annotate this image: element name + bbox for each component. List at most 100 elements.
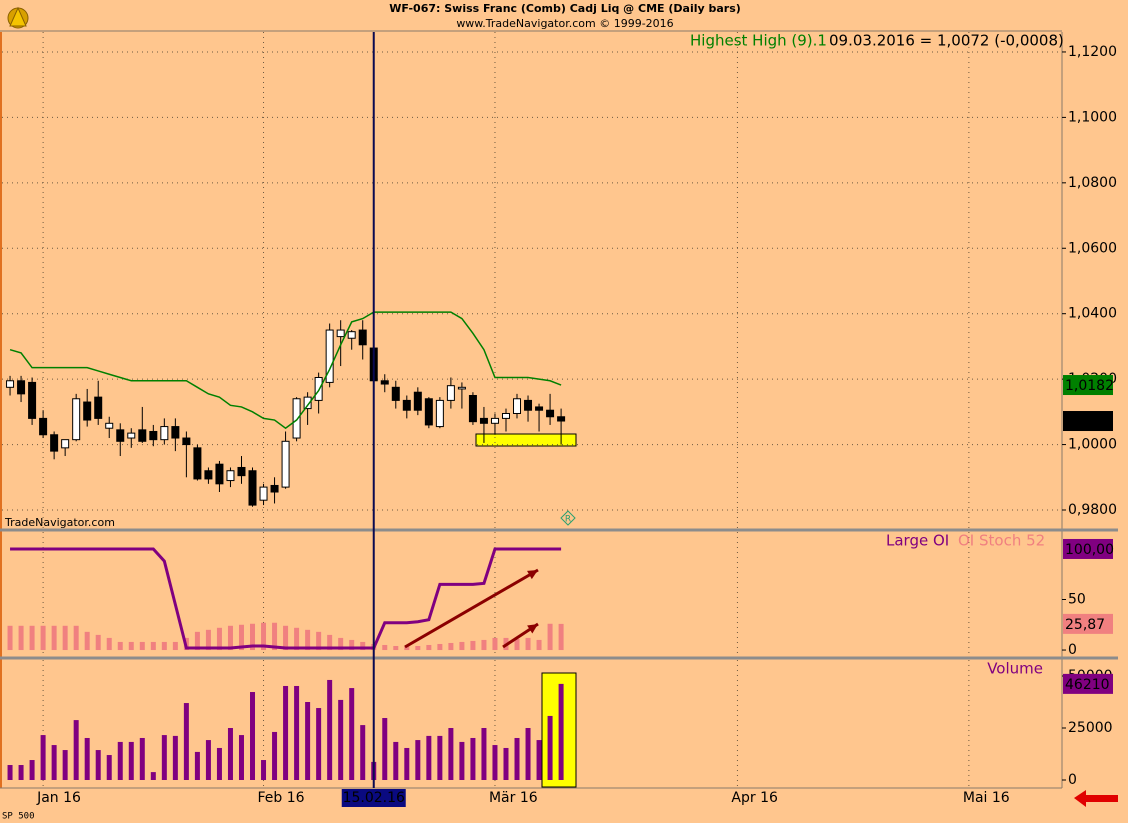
bar bbox=[437, 735, 443, 781]
bar bbox=[95, 750, 101, 781]
bar bbox=[194, 631, 200, 651]
bar bbox=[316, 708, 322, 781]
candle-body bbox=[17, 380, 26, 395]
bar bbox=[7, 765, 13, 781]
candle-body bbox=[468, 394, 477, 423]
bar bbox=[404, 747, 410, 781]
candle-body bbox=[501, 412, 510, 419]
bar bbox=[283, 685, 289, 781]
bar bbox=[73, 720, 79, 781]
bar bbox=[227, 727, 233, 781]
bar bbox=[40, 735, 46, 781]
annotation-arrowhead bbox=[527, 570, 538, 580]
bar bbox=[29, 760, 35, 781]
bar bbox=[238, 624, 244, 651]
bar bbox=[349, 688, 355, 781]
bar bbox=[426, 644, 432, 651]
y-tick-label: 1,0000 bbox=[1068, 437, 1117, 453]
bar bbox=[84, 737, 90, 781]
candle-body bbox=[127, 432, 136, 439]
series-line bbox=[9, 311, 562, 430]
chart-subtitle: www.TradeNavigator.com © 1999-2016 bbox=[456, 17, 673, 30]
bar bbox=[448, 642, 454, 651]
candle-body bbox=[546, 409, 555, 418]
x-tick-label: Mai 16 bbox=[963, 790, 1010, 806]
bar bbox=[7, 625, 13, 651]
cursor-label: 15.02.16 bbox=[343, 790, 405, 806]
candle-body bbox=[171, 426, 180, 439]
candle-body bbox=[215, 463, 224, 485]
candle-body bbox=[413, 391, 422, 411]
bar bbox=[205, 740, 211, 781]
candle-body bbox=[237, 466, 246, 477]
bar bbox=[393, 645, 399, 651]
bar bbox=[481, 639, 487, 651]
bar bbox=[558, 623, 564, 651]
value-box-label: 1,0072 bbox=[1065, 414, 1114, 430]
bar bbox=[139, 641, 145, 651]
bar bbox=[360, 641, 366, 651]
value-box-label: 100,00 bbox=[1065, 542, 1114, 558]
candle-body bbox=[160, 426, 169, 441]
bar bbox=[305, 629, 311, 651]
candle-body bbox=[402, 399, 411, 411]
logo bbox=[7, 6, 29, 29]
bar bbox=[294, 685, 300, 781]
bar bbox=[360, 725, 366, 781]
candle-body bbox=[226, 470, 235, 482]
chart-title: WF-067: Swiss Franc (Comb) Cadj Liq @ CM… bbox=[389, 2, 741, 15]
candle-body bbox=[347, 331, 356, 339]
candle-body bbox=[116, 429, 125, 442]
candle-body bbox=[149, 430, 158, 441]
legend-entry: OI Stoch 52 bbox=[958, 532, 1045, 550]
y-tick-label: 1,1000 bbox=[1068, 109, 1117, 125]
bar bbox=[349, 639, 355, 651]
bar bbox=[216, 627, 222, 651]
y-tick-label: 50 bbox=[1068, 592, 1086, 608]
x-tick-label: Mär 16 bbox=[489, 790, 538, 806]
bar bbox=[536, 639, 542, 651]
bar bbox=[492, 745, 498, 781]
candle-body bbox=[6, 380, 15, 388]
candle-body bbox=[83, 401, 92, 421]
y-tick-label: 25000 bbox=[1068, 720, 1113, 736]
bar bbox=[106, 637, 112, 651]
bar bbox=[172, 641, 178, 651]
bar bbox=[51, 745, 57, 781]
candle-body bbox=[336, 329, 345, 338]
bar bbox=[272, 731, 278, 781]
bar bbox=[250, 623, 256, 651]
value-box-label: 25,87 bbox=[1065, 617, 1105, 633]
bar bbox=[459, 741, 465, 781]
y-tick-label: 0 bbox=[1068, 642, 1077, 658]
bar bbox=[18, 625, 24, 651]
bar bbox=[216, 747, 222, 781]
candle-body bbox=[358, 329, 367, 346]
candle-body bbox=[314, 376, 323, 401]
r-symbol: R bbox=[560, 510, 576, 526]
bar bbox=[558, 683, 564, 781]
bar bbox=[128, 641, 134, 651]
value-box bbox=[1063, 411, 1113, 432]
candle-body bbox=[457, 386, 466, 390]
y-tick-label: 0 bbox=[1068, 772, 1077, 788]
bar bbox=[18, 765, 24, 781]
candle-body bbox=[435, 399, 444, 428]
bar bbox=[382, 718, 388, 781]
bar bbox=[503, 747, 509, 781]
candle-body bbox=[303, 396, 312, 410]
x-tick-label: Feb 16 bbox=[258, 790, 305, 806]
bar bbox=[238, 735, 244, 781]
x-tick-label: Apr 16 bbox=[731, 790, 778, 806]
bar bbox=[139, 737, 145, 781]
bar bbox=[327, 634, 333, 651]
scroll-arrow[interactable] bbox=[1074, 790, 1118, 807]
bar bbox=[448, 727, 454, 781]
y-tick-label: 1,1200 bbox=[1068, 44, 1117, 60]
value-box-label: 1,0182 bbox=[1065, 378, 1114, 394]
candle-body bbox=[193, 447, 202, 480]
bar bbox=[404, 645, 410, 651]
bar bbox=[40, 625, 46, 651]
bar bbox=[470, 640, 476, 651]
